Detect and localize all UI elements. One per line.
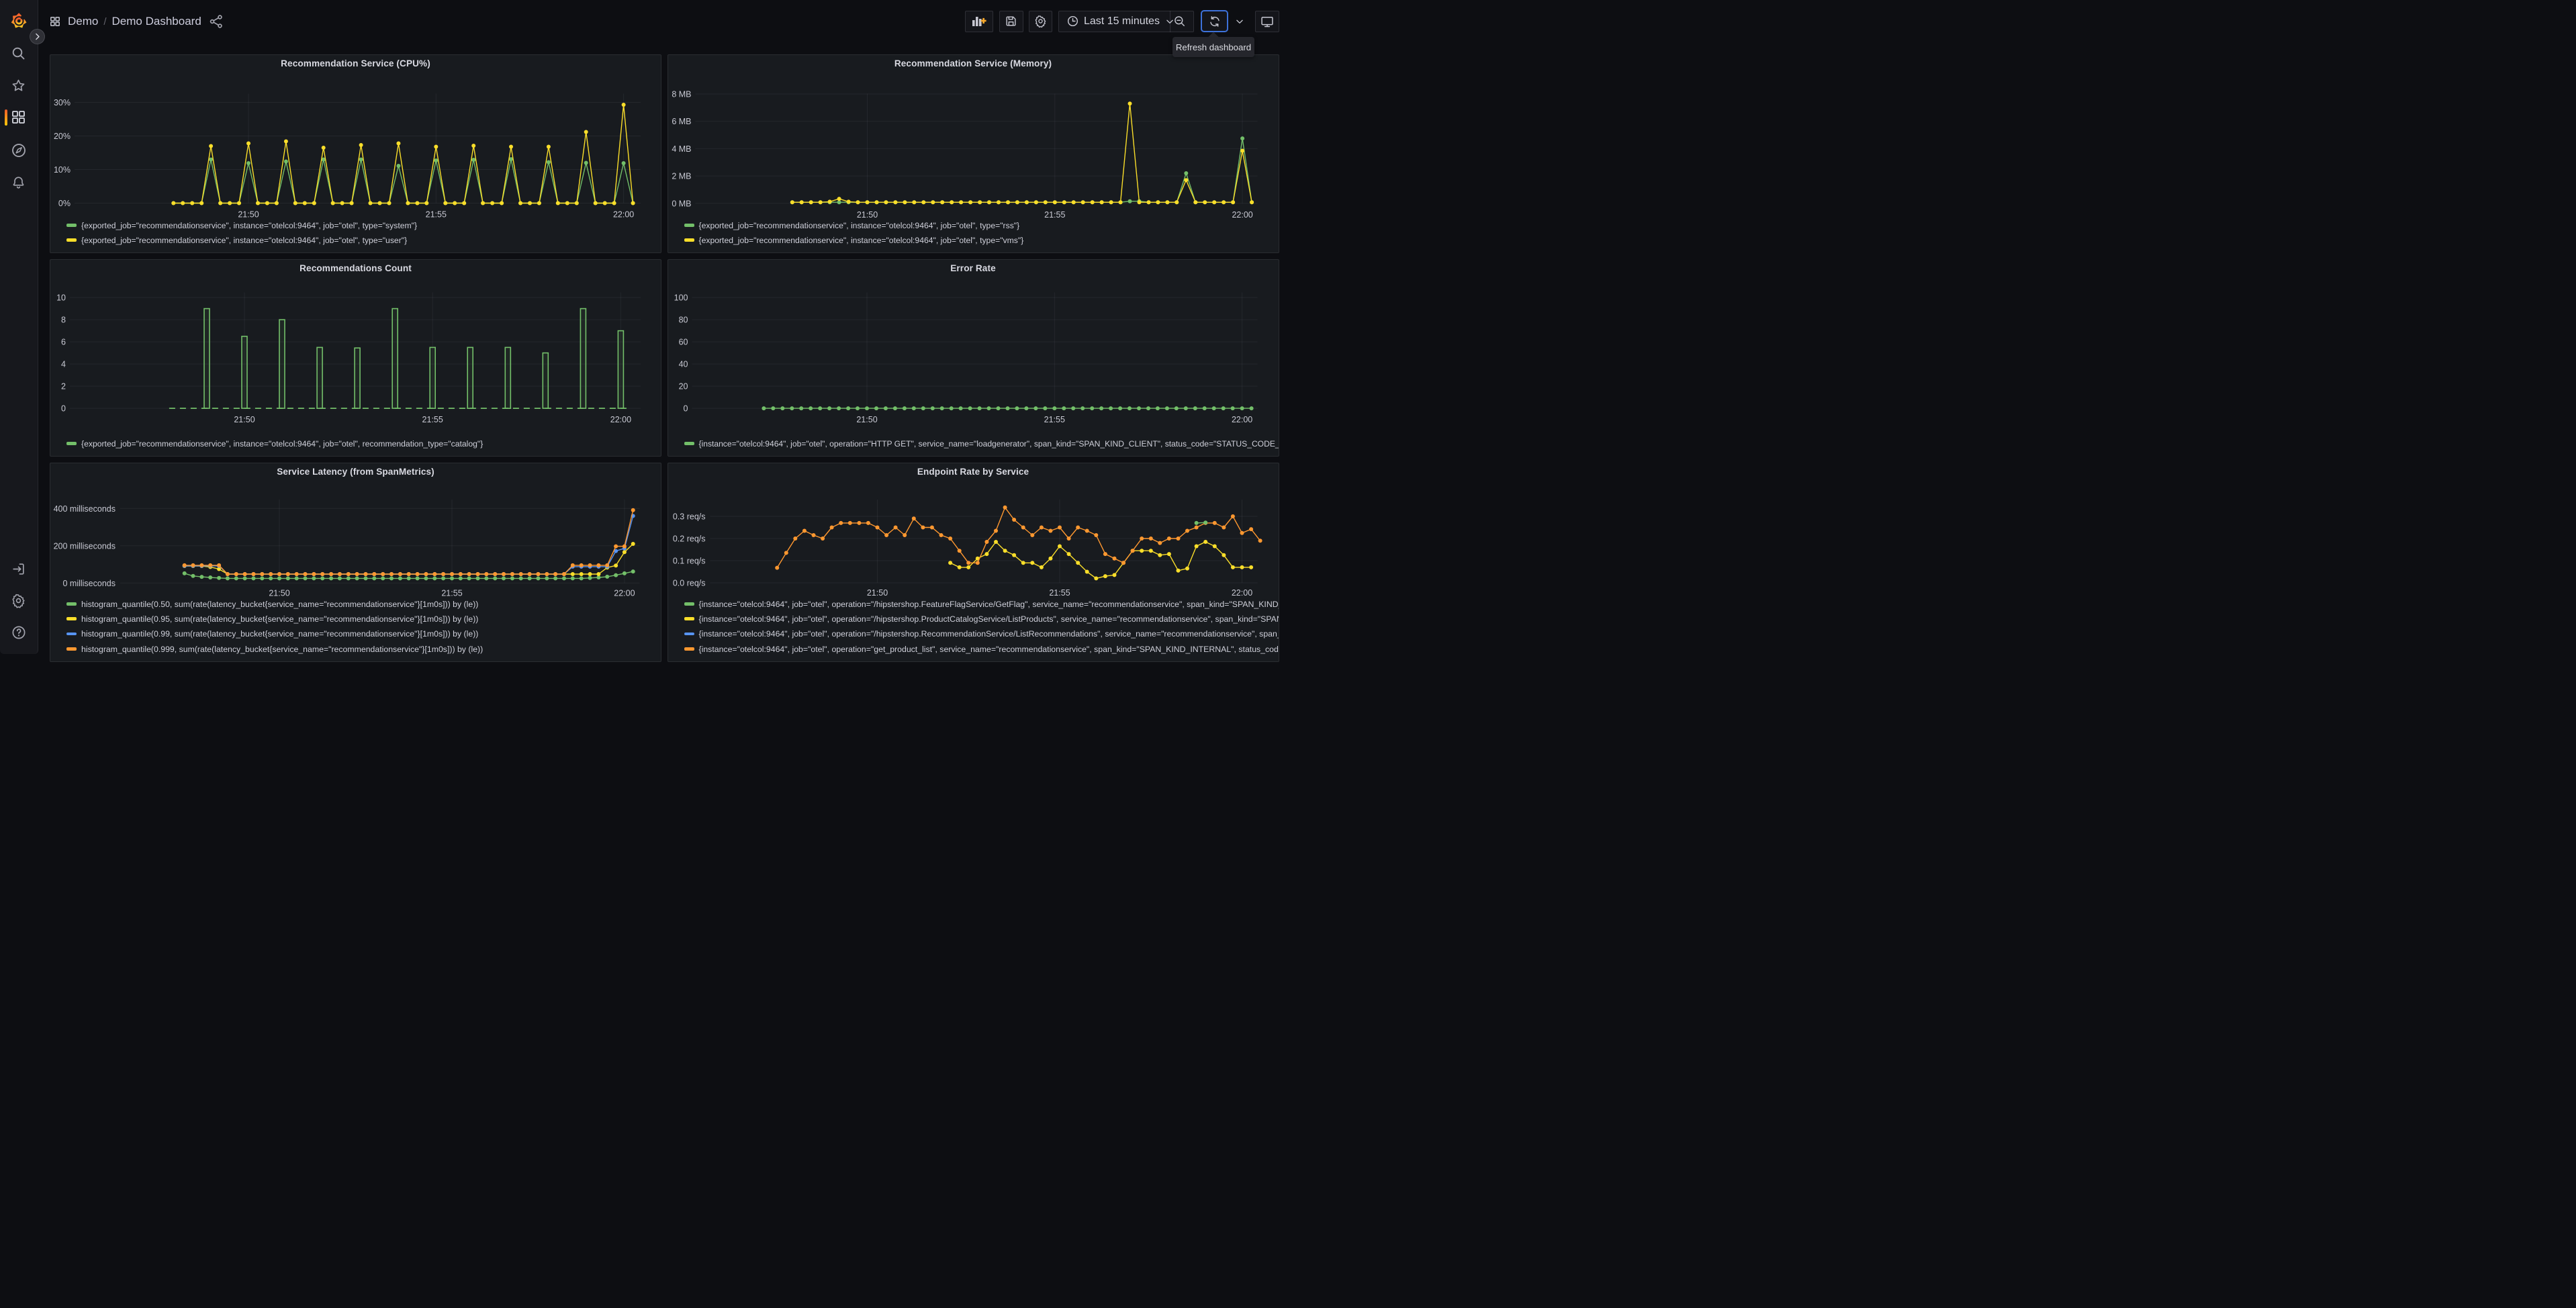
svg-text:10%: 10%: [54, 165, 71, 175]
svg-text:0 milliseconds: 0 milliseconds: [62, 578, 116, 588]
svg-text:8: 8: [61, 315, 66, 324]
svg-text:21:50: 21:50: [856, 415, 877, 424]
svg-text:30%: 30%: [54, 98, 71, 107]
svg-text:8 MB: 8 MB: [672, 89, 691, 99]
svg-text:20%: 20%: [54, 132, 71, 141]
svg-text:0 MB: 0 MB: [672, 199, 691, 208]
svg-text:21:55: 21:55: [441, 588, 462, 598]
svg-text:10: 10: [56, 293, 66, 302]
svg-text:21:55: 21:55: [1044, 209, 1065, 219]
svg-text:6 MB: 6 MB: [672, 117, 691, 126]
svg-text:22:00: 22:00: [613, 209, 634, 219]
svg-text:200 milliseconds: 200 milliseconds: [54, 541, 116, 551]
svg-text:22:00: 22:00: [1231, 415, 1252, 424]
svg-text:0%: 0%: [58, 199, 71, 208]
svg-text:21:50: 21:50: [234, 415, 255, 424]
svg-text:21:50: 21:50: [856, 209, 877, 219]
svg-text:21:50: 21:50: [866, 588, 887, 598]
svg-text:22:00: 22:00: [610, 415, 631, 424]
svg-text:100: 100: [674, 293, 688, 302]
svg-text:0: 0: [61, 404, 66, 413]
svg-text:0.3 req/s: 0.3 req/s: [672, 512, 705, 521]
svg-text:22:00: 22:00: [614, 588, 635, 598]
svg-text:40: 40: [678, 359, 688, 369]
svg-text:21:55: 21:55: [1049, 588, 1070, 598]
svg-text:21:55: 21:55: [426, 209, 447, 219]
svg-text:22:00: 22:00: [1231, 588, 1252, 598]
svg-text:21:50: 21:50: [269, 588, 289, 598]
svg-text:4 MB: 4 MB: [672, 144, 691, 153]
svg-text:2: 2: [61, 381, 66, 391]
svg-text:80: 80: [678, 315, 688, 324]
svg-text:21:50: 21:50: [238, 209, 259, 219]
svg-text:21:55: 21:55: [422, 415, 443, 424]
svg-text:0.1 req/s: 0.1 req/s: [672, 556, 705, 565]
svg-text:0: 0: [683, 404, 688, 413]
svg-text:0.0 req/s: 0.0 req/s: [672, 578, 705, 588]
svg-text:4: 4: [61, 359, 66, 369]
svg-text:20: 20: [678, 381, 688, 391]
svg-text:60: 60: [678, 337, 688, 346]
svg-text:21:55: 21:55: [1044, 415, 1064, 424]
svg-text:6: 6: [61, 337, 66, 346]
svg-text:0.2 req/s: 0.2 req/s: [672, 534, 705, 543]
svg-text:400 milliseconds: 400 milliseconds: [54, 504, 116, 513]
svg-text:2 MB: 2 MB: [672, 171, 691, 181]
svg-text:22:00: 22:00: [1232, 209, 1252, 219]
